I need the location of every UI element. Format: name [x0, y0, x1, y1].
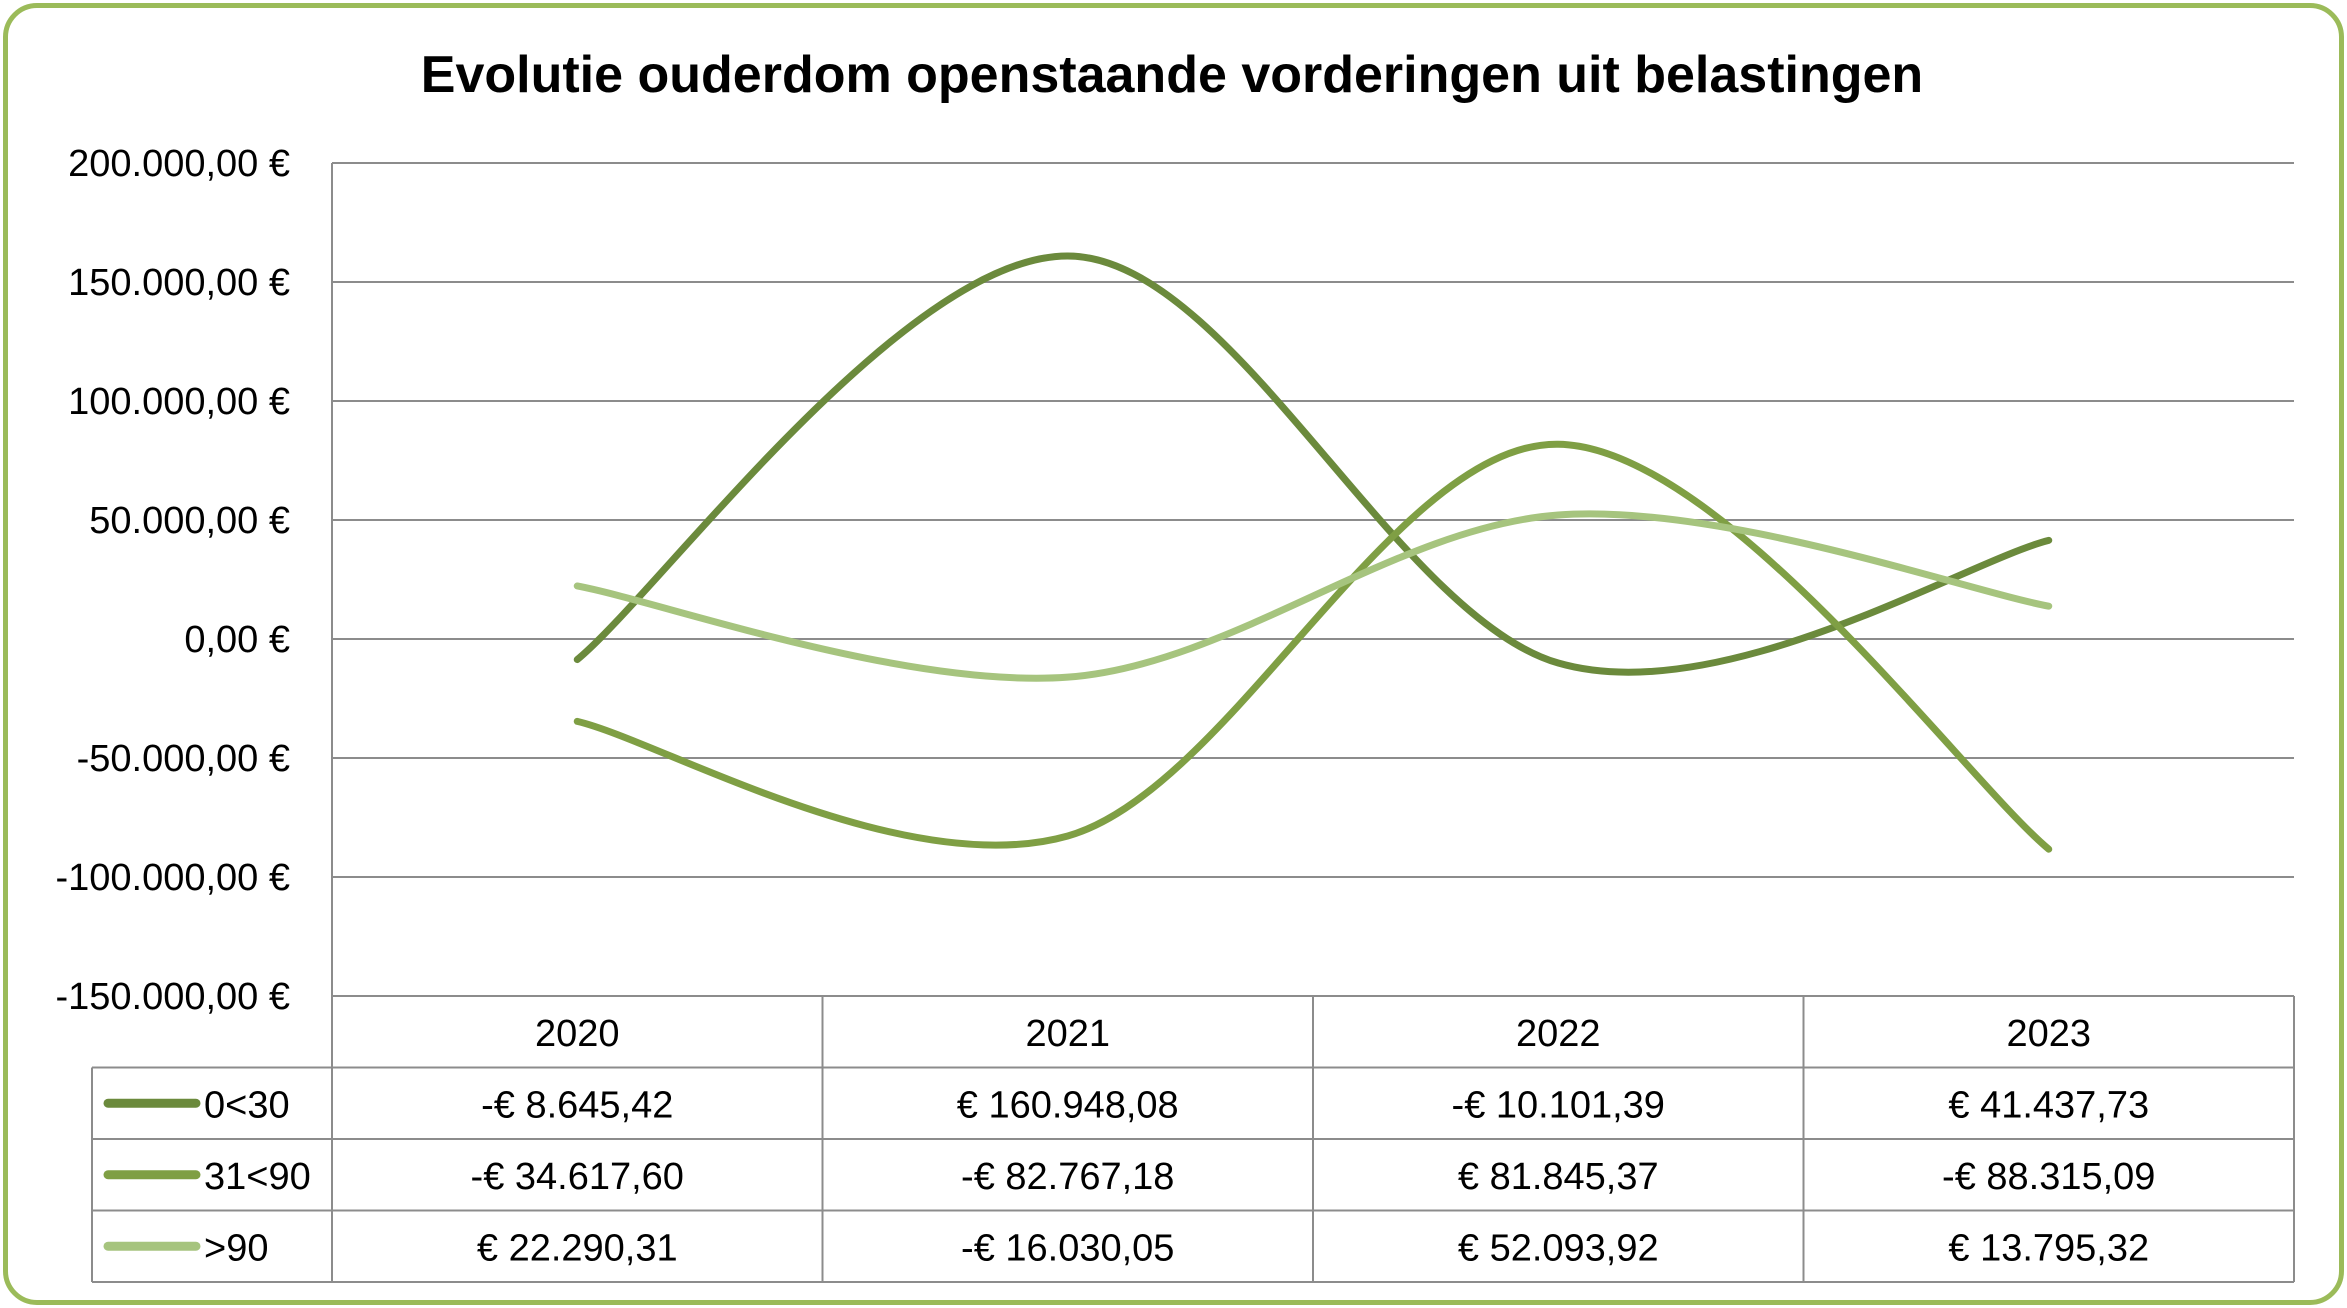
x-tick-label: 2022: [1516, 1013, 1601, 1055]
y-tick-label: 100.000,00 €: [68, 381, 290, 423]
data-label: € 22.290,31: [477, 1227, 678, 1269]
y-axis-tick-labels: 200.000,00 € 150.000,00 € 100.000,00 € 50.0…: [55, 143, 290, 1018]
data-table: 2020 2021 2022 2023 0<30 -€ 8.645,42 € 160.948…: [91, 995, 2295, 1283]
data-label: € 52.093,92: [1458, 1227, 1659, 1269]
y-tick-label: 150.000,00 €: [68, 262, 290, 304]
x-tick-label: 2020: [535, 1013, 620, 1055]
data-label: € 41.437,73: [1948, 1084, 2149, 1126]
gridlines: [331, 162, 2294, 997]
data-label: -€ 34.617,60: [471, 1156, 684, 1198]
data-label: -€ 8.645,42: [481, 1084, 673, 1126]
series-line->90: [573, 510, 2053, 682]
x-tick-label: 2021: [1025, 1013, 1110, 1055]
data-label: -€ 10.101,39: [1452, 1084, 1665, 1126]
y-tick-label: -150.000,00 €: [55, 976, 290, 1018]
legend-entry: 0<30: [204, 1084, 290, 1126]
x-tick-label: 2023: [2006, 1013, 2091, 1055]
legend-entry: 31<90: [204, 1156, 311, 1198]
data-label: € 13.795,32: [1948, 1227, 2149, 1269]
legend-entry: >90: [204, 1227, 268, 1269]
data-label: € 160.948,08: [957, 1084, 1179, 1126]
chart-title: Evolutie ouderdom openstaande vorderinge…: [421, 46, 1923, 104]
series-line-31<90: [573, 440, 2053, 853]
y-tick-label: 50.000,00 €: [89, 500, 290, 542]
y-tick-label: 0,00 €: [184, 619, 290, 661]
series-lines: [573, 252, 2053, 853]
y-tick-label: -100.000,00 €: [55, 857, 290, 899]
data-label: -€ 82.767,18: [961, 1156, 1174, 1198]
series-line-0<30: [573, 252, 2053, 676]
y-tick-label: 200.000,00 €: [68, 143, 290, 185]
y-tick-label: -50.000,00 €: [77, 738, 290, 780]
data-label: -€ 88.315,09: [1942, 1156, 2155, 1198]
data-label: -€ 16.030,05: [961, 1227, 1174, 1269]
data-label: € 81.845,37: [1458, 1156, 1659, 1198]
